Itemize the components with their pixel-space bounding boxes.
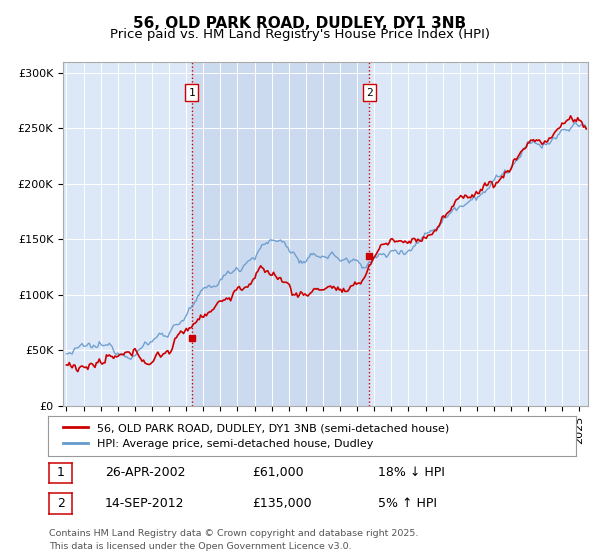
Text: 14-SEP-2012: 14-SEP-2012 xyxy=(105,497,185,510)
Text: £61,000: £61,000 xyxy=(252,466,304,479)
Legend: 56, OLD PARK ROAD, DUDLEY, DY1 3NB (semi-detached house), HPI: Average price, se: 56, OLD PARK ROAD, DUDLEY, DY1 3NB (semi… xyxy=(59,419,454,454)
Text: £135,000: £135,000 xyxy=(252,497,311,510)
Bar xyxy=(191,62,369,406)
Text: 26-APR-2002: 26-APR-2002 xyxy=(105,466,185,479)
Text: 2: 2 xyxy=(56,497,65,510)
Text: 1: 1 xyxy=(56,466,65,479)
Text: 1: 1 xyxy=(188,88,195,97)
Text: 18% ↓ HPI: 18% ↓ HPI xyxy=(378,466,445,479)
Text: 5% ↑ HPI: 5% ↑ HPI xyxy=(378,497,437,510)
Text: 56, OLD PARK ROAD, DUDLEY, DY1 3NB: 56, OLD PARK ROAD, DUDLEY, DY1 3NB xyxy=(133,16,467,31)
Text: Contains HM Land Registry data © Crown copyright and database right 2025.
This d: Contains HM Land Registry data © Crown c… xyxy=(49,529,419,550)
Text: Price paid vs. HM Land Registry's House Price Index (HPI): Price paid vs. HM Land Registry's House … xyxy=(110,28,490,41)
Text: 2: 2 xyxy=(366,88,373,97)
